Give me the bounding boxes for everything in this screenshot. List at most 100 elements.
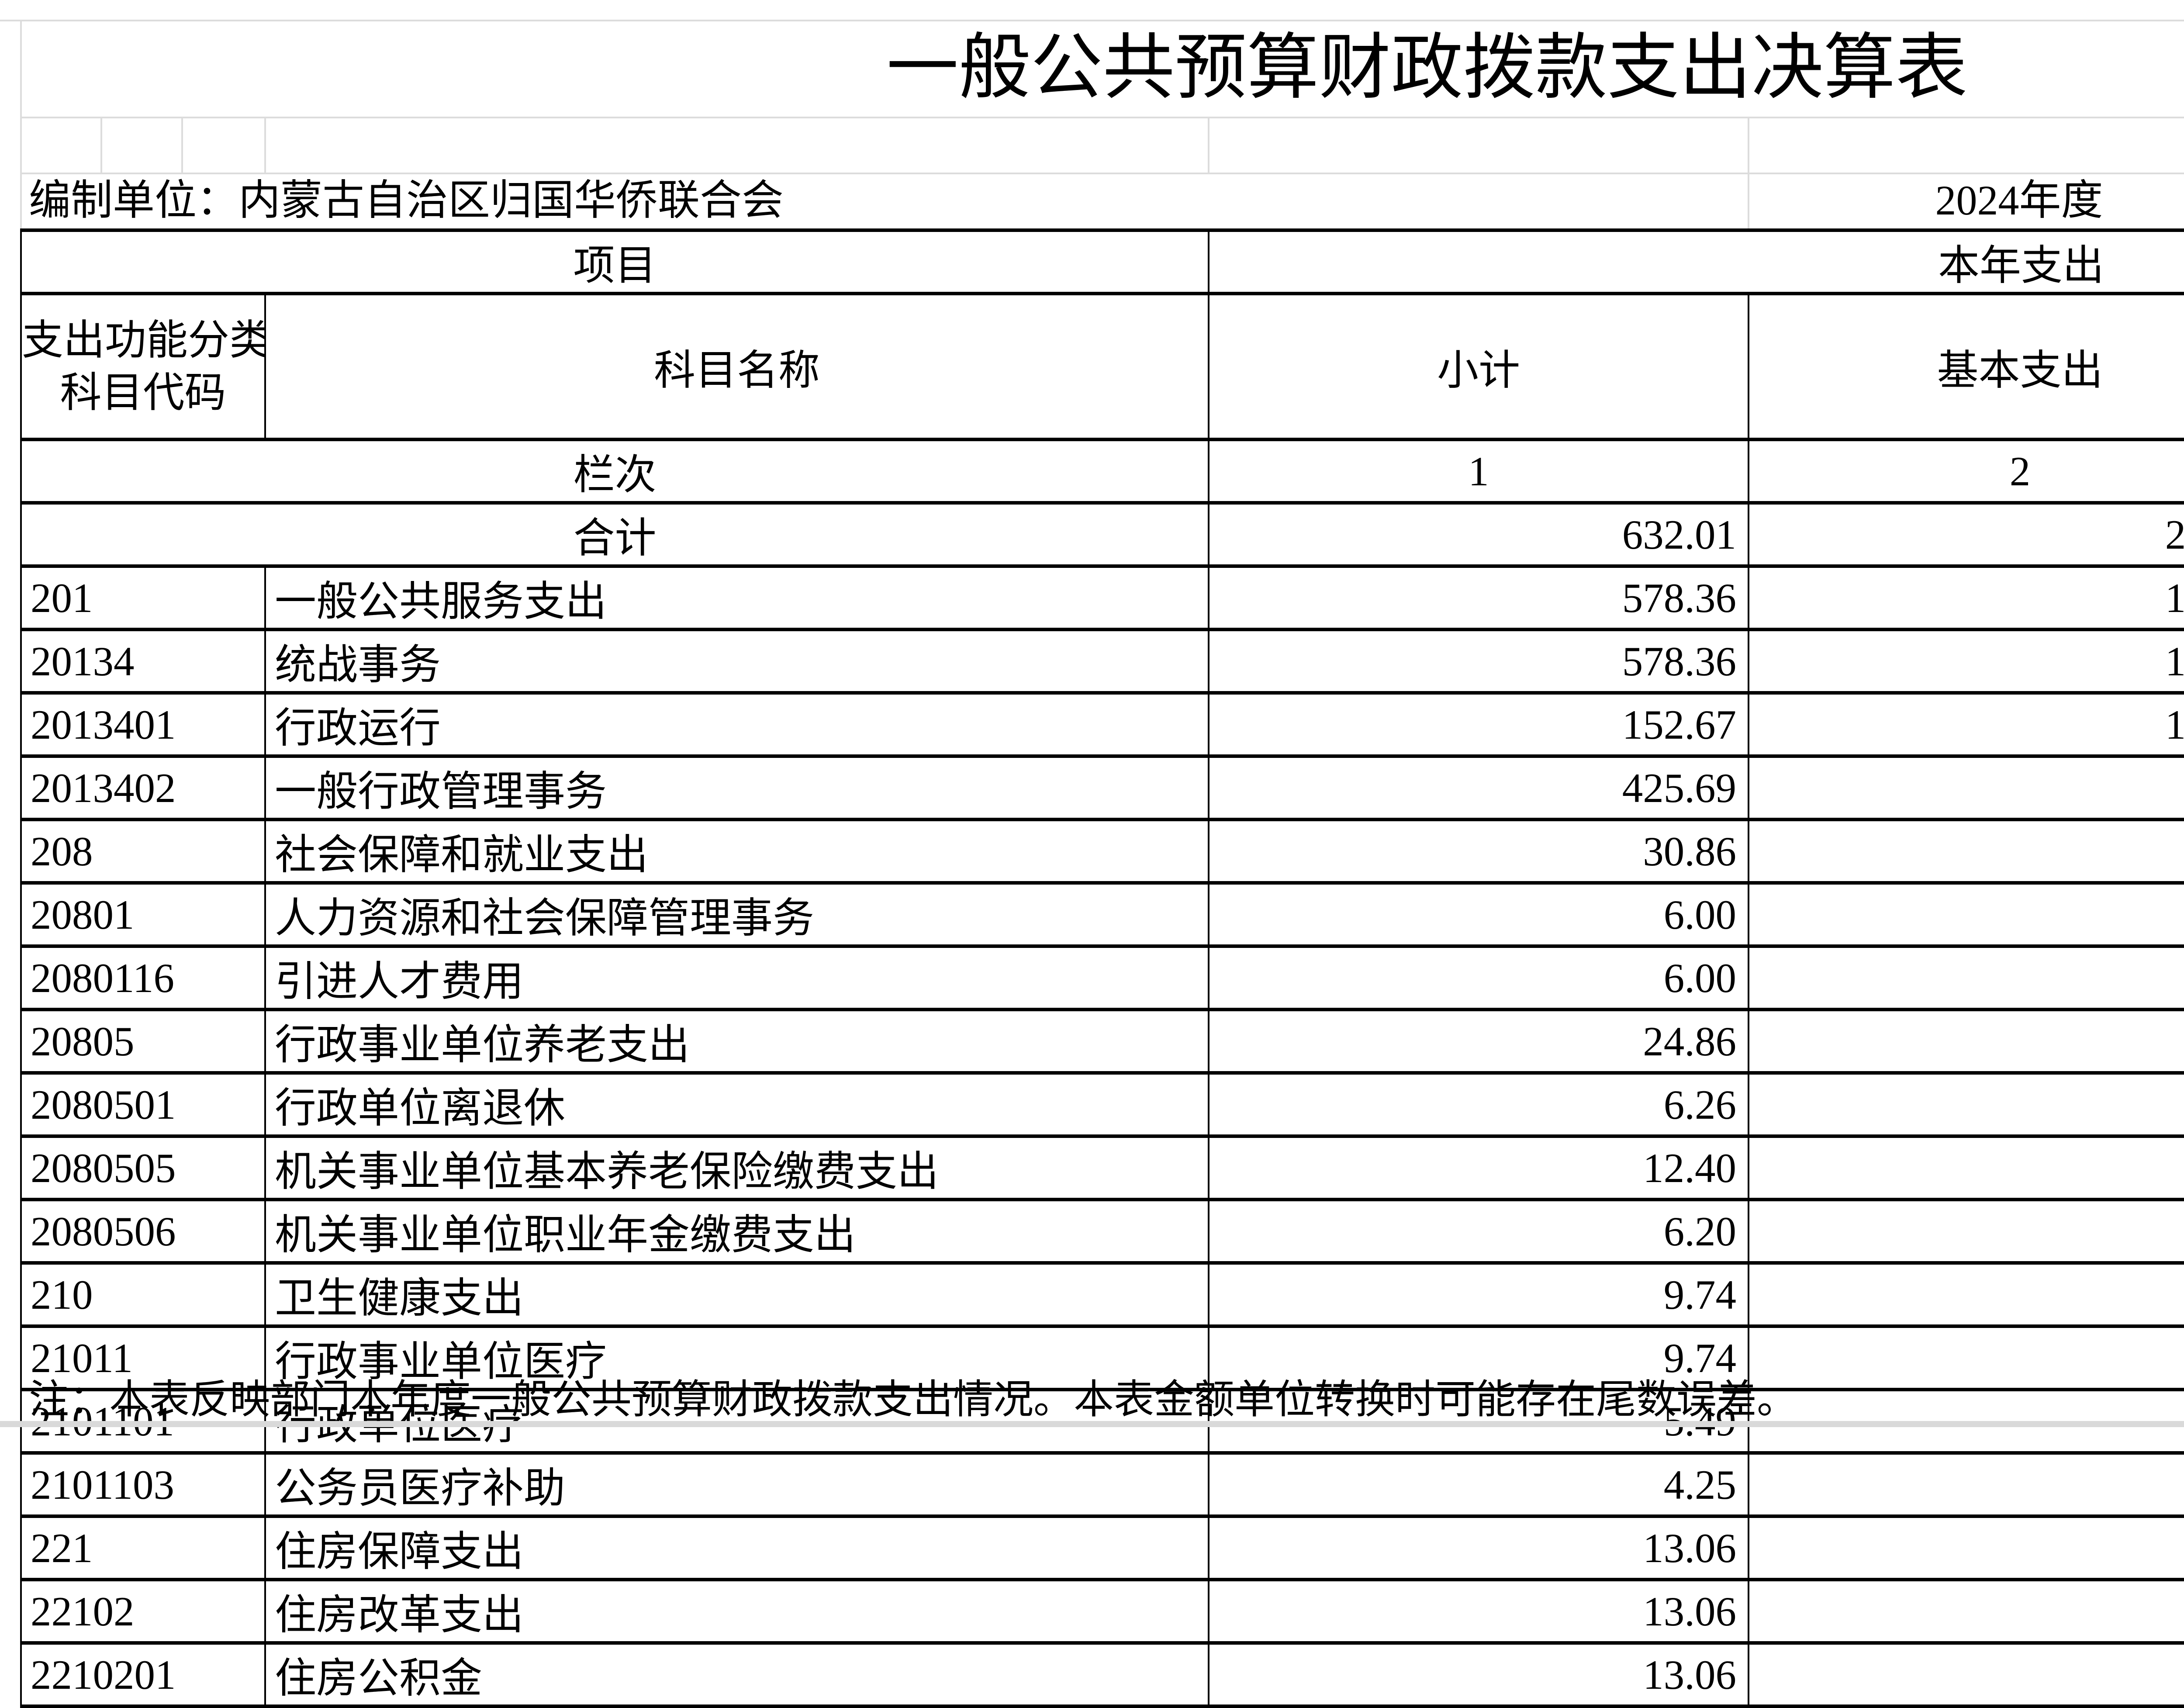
row-subtotal: 9.74 <box>1208 1324 1750 1391</box>
gridline-under-title <box>20 117 2184 118</box>
row-subtotal: 578.36 <box>1208 564 1750 631</box>
table-row: 20134 统战事务 578.36 152.67 425.69 <box>20 628 2184 695</box>
bottom-band <box>0 1421 2184 1427</box>
table-row: 2080505 机关事业单位基本养老保险缴费支出 12.40 12.40 <box>20 1134 2184 1201</box>
total-row: 合计 632.01 200.32 431.69 <box>20 501 2184 568</box>
row-code: 2013401 <box>20 691 266 758</box>
rank-1: 1 <box>1208 438 1750 505</box>
page-title: 一般公共预算财政拨款支出决算表 <box>886 28 1968 108</box>
total-label: 合计 <box>20 501 1210 568</box>
table-row: 2101103 公务员医疗补助 4.25 4.25 <box>20 1451 2184 1518</box>
row-code: 2080116 <box>20 944 266 1011</box>
row-subtotal: 13.06 <box>1208 1641 1750 1708</box>
row-code: 2080505 <box>20 1134 266 1201</box>
row-subtotal: 6.00 <box>1208 944 1750 1011</box>
table-row: 20805 行政事业单位养老支出 24.86 24.86 <box>20 1008 2184 1075</box>
row-basic: 9.74 <box>1748 1324 2184 1391</box>
row-name: 住房改革支出 <box>264 1578 1210 1645</box>
header-subtotal: 小计 <box>1208 292 1750 441</box>
prepared-by-label: 编制单位：内蒙古自治区归国华侨联合会 <box>29 177 784 224</box>
table-row: 2013401 行政运行 152.67 152.67 <box>20 691 2184 758</box>
row-basic: 12.40 <box>1748 1134 2184 1201</box>
row-basic <box>1748 881 2184 948</box>
row-code: 2101103 <box>20 1451 266 1518</box>
rank-2: 2 <box>1748 438 2184 505</box>
row-subtotal: 6.00 <box>1208 881 1750 948</box>
gridline-left-edge <box>20 20 22 228</box>
table-row: 20801 人力资源和社会保障管理事务 6.00 6.00 <box>20 881 2184 948</box>
row-code: 22102 <box>20 1578 266 1645</box>
table-row: 22102 住房改革支出 13.06 13.06 <box>20 1578 2184 1645</box>
row-subtotal: 24.86 <box>1208 1008 1750 1075</box>
row-subtotal: 4.25 <box>1208 1451 1750 1518</box>
header-current-year-group: 本年支出 <box>1208 228 2184 295</box>
total-basic: 200.32 <box>1748 501 2184 568</box>
header-function-code-line2: 科目代码 <box>60 370 226 416</box>
row-name: 公务员医疗补助 <box>264 1451 1210 1518</box>
row-code: 201 <box>20 564 266 631</box>
header-function-code-line1: 支出功能分类 <box>22 317 265 363</box>
row-subtotal: 13.06 <box>1208 1578 1750 1645</box>
gridline-cell <box>1208 117 1209 173</box>
row-code: 2080506 <box>20 1198 266 1265</box>
gridline-cell <box>100 117 102 173</box>
header-basic-expenditure: 基本支出 <box>1748 292 2184 441</box>
table-row: 21011 行政事业单位医疗 9.74 9.74 <box>20 1324 2184 1391</box>
row-basic <box>1748 754 2184 821</box>
row-code: 20134 <box>20 628 266 695</box>
row-subtotal: 9.74 <box>1208 1261 1750 1328</box>
row-subtotal: 425.69 <box>1208 754 1750 821</box>
gridline-top <box>0 20 2184 21</box>
row-basic: 13.06 <box>1748 1578 2184 1645</box>
header-group-row: 项目 本年支出 <box>20 228 2184 295</box>
header-function-code: 支出功能分类 科目代码 <box>20 292 266 441</box>
header-subject-name: 科目名称 <box>264 292 1210 441</box>
row-code: 208 <box>20 818 266 885</box>
row-basic: 152.67 <box>1748 691 2184 758</box>
total-subtotal: 632.01 <box>1208 501 1750 568</box>
rank-label: 栏次 <box>20 438 1210 505</box>
row-subtotal: 6.26 <box>1208 1071 1750 1138</box>
row-name: 引进人才费用 <box>264 944 1210 1011</box>
row-name: 行政运行 <box>264 691 1210 758</box>
row-basic: 13.06 <box>1748 1641 2184 1708</box>
table-row: 2080116 引进人才费用 6.00 6.00 <box>20 944 2184 1011</box>
note-text: 注：本表反映部门本年度一般公共预算财政拨款支出情况。本表金额单位转换时可能存在尾… <box>29 1377 1797 1422</box>
row-subtotal: 12.40 <box>1208 1134 1750 1201</box>
row-name: 机关事业单位基本养老保险缴费支出 <box>264 1134 1210 1201</box>
gridline-cell <box>264 117 266 173</box>
row-basic: 6.20 <box>1748 1198 2184 1265</box>
gridline-cell <box>1748 117 1749 228</box>
rank-row: 栏次 1 2 3 <box>20 438 2184 505</box>
row-code: 20801 <box>20 881 266 948</box>
row-name: 机关事业单位职业年金缴费支出 <box>264 1198 1210 1265</box>
row-code: 221 <box>20 1514 266 1581</box>
row-name: 住房公积金 <box>264 1641 1210 1708</box>
gridline-under-code-row <box>20 173 2184 174</box>
header-columns-row: 支出功能分类 科目代码 科目名称 小计 基本支出 项目支出 <box>20 292 2184 441</box>
row-name: 一般行政管理事务 <box>264 754 1210 821</box>
row-code: 210 <box>20 1261 266 1328</box>
row-basic: 152.67 <box>1748 628 2184 695</box>
row-basic: 24.86 <box>1748 818 2184 885</box>
row-name: 行政事业单位养老支出 <box>264 1008 1210 1075</box>
table-row: 2080506 机关事业单位职业年金缴费支出 6.20 6.20 <box>20 1198 2184 1265</box>
row-basic <box>1748 944 2184 1011</box>
row-subtotal: 30.86 <box>1208 818 1750 885</box>
row-name: 人力资源和社会保障管理事务 <box>264 881 1210 948</box>
header-project-group: 项目 <box>20 228 1210 295</box>
row-subtotal: 6.20 <box>1208 1198 1750 1265</box>
row-basic: 24.86 <box>1748 1008 2184 1075</box>
row-basic: 152.67 <box>1748 564 2184 631</box>
row-code: 2080501 <box>20 1071 266 1138</box>
spreadsheet-page: { "title": "一般公共预算财政拨款支出决算表", "meta": { … <box>0 20 2184 1708</box>
row-subtotal: 578.36 <box>1208 628 1750 695</box>
row-basic: 6.26 <box>1748 1071 2184 1138</box>
row-basic: 9.74 <box>1748 1261 2184 1328</box>
row-basic: 4.25 <box>1748 1451 2184 1518</box>
table-row: 201 一般公共服务支出 578.36 152.67 425.69 <box>20 564 2184 631</box>
row-name: 统战事务 <box>264 628 1210 695</box>
row-subtotal: 152.67 <box>1208 691 1750 758</box>
row-subtotal: 13.06 <box>1208 1514 1750 1581</box>
row-name: 社会保障和就业支出 <box>264 818 1210 885</box>
